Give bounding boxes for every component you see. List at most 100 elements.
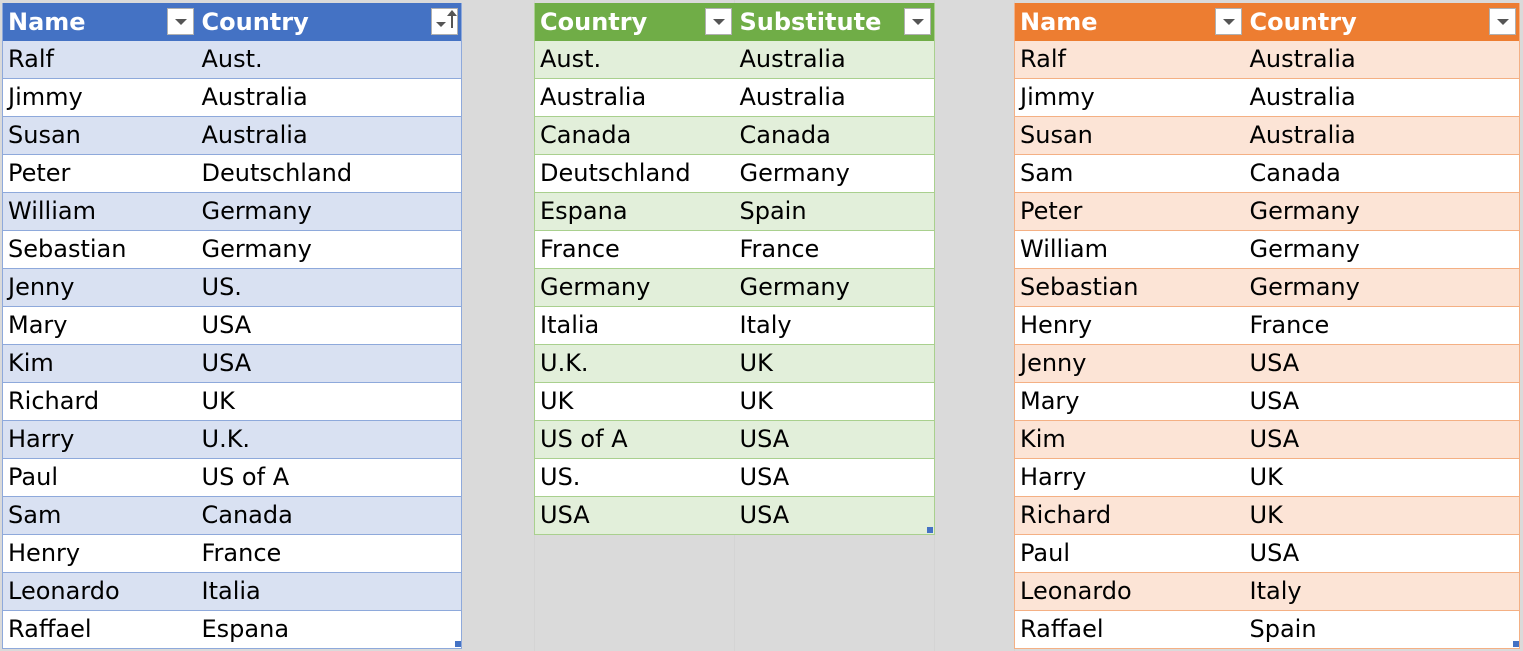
cell-col-2[interactable]: Australia: [1244, 116, 1520, 155]
filter-dropdown-icon[interactable]: [1214, 8, 1242, 35]
cell-col-1[interactable]: US.: [534, 458, 735, 497]
cell-col-1[interactable]: Harry: [1014, 458, 1245, 497]
cell-col-2[interactable]: USA: [734, 496, 935, 535]
cell-col-2[interactable]: Italia: [196, 572, 462, 611]
cell-col-1[interactable]: Henry: [1014, 306, 1245, 345]
cell-col-2[interactable]: UK: [1244, 496, 1520, 535]
cell-col-2[interactable]: Australia: [734, 41, 935, 79]
header-cell-country[interactable]: Country: [1244, 3, 1520, 41]
cell-col-1[interactable]: Espana: [534, 192, 735, 231]
cell-col-2[interactable]: Aust.: [196, 41, 462, 79]
header-cell-name[interactable]: Name: [2, 3, 197, 41]
cell-col-2[interactable]: UK: [734, 344, 935, 383]
cell-col-1[interactable]: Kim: [2, 344, 197, 383]
cell-col-1[interactable]: Jimmy: [2, 78, 197, 117]
cell-col-1[interactable]: Leonardo: [1014, 572, 1245, 611]
header-cell-country[interactable]: Country: [196, 3, 462, 41]
cell-col-2[interactable]: Australia: [1244, 41, 1520, 79]
cell-col-1[interactable]: Mary: [2, 306, 197, 345]
cell-col-2[interactable]: Germany: [1244, 230, 1520, 269]
header-cell-country[interactable]: Country: [534, 3, 735, 41]
cell-col-2[interactable]: USA: [196, 306, 462, 345]
cell-col-2[interactable]: France: [734, 230, 935, 269]
table-resize-handle[interactable]: [1513, 641, 1519, 647]
cell-col-2[interactable]: UK: [1244, 458, 1520, 497]
cell-col-1[interactable]: Raffael: [2, 610, 197, 649]
filter-dropdown-icon[interactable]: [904, 8, 931, 35]
cell-col-2[interactable]: Australia: [734, 78, 935, 117]
cell-col-1[interactable]: Germany: [534, 268, 735, 307]
cell-col-1[interactable]: Sebastian: [1014, 268, 1245, 307]
filter-dropdown-icon[interactable]: [1489, 8, 1516, 35]
cell-col-2[interactable]: USA: [734, 458, 935, 497]
cell-col-2[interactable]: USA: [1244, 420, 1520, 459]
cell-col-1[interactable]: Canada: [534, 116, 735, 155]
cell-col-1[interactable]: Paul: [2, 458, 197, 497]
cell-col-2[interactable]: US of A: [196, 458, 462, 497]
cell-col-2[interactable]: Australia: [1244, 78, 1520, 117]
cell-col-1[interactable]: Peter: [1014, 192, 1245, 231]
header-cell-substitute[interactable]: Substitute: [734, 3, 935, 41]
cell-col-2[interactable]: UK: [196, 382, 462, 421]
cell-col-2[interactable]: USA: [1244, 382, 1520, 421]
cell-col-1[interactable]: Ralf: [1014, 41, 1245, 79]
cell-col-1[interactable]: Raffael: [1014, 610, 1245, 649]
cell-col-1[interactable]: Kim: [1014, 420, 1245, 459]
cell-col-2[interactable]: France: [196, 534, 462, 573]
cell-col-1[interactable]: William: [2, 192, 197, 231]
cell-col-2[interactable]: Canada: [196, 496, 462, 535]
filter-dropdown-icon[interactable]: [704, 8, 732, 35]
cell-col-2[interactable]: Germany: [734, 154, 935, 193]
cell-col-1[interactable]: Sam: [1014, 154, 1245, 193]
cell-col-1[interactable]: Harry: [2, 420, 197, 459]
cell-col-1[interactable]: Jimmy: [1014, 78, 1245, 117]
cell-col-1[interactable]: France: [534, 230, 735, 269]
cell-col-2[interactable]: US.: [196, 268, 462, 307]
cell-col-2[interactable]: Canada: [1244, 154, 1520, 193]
cell-col-1[interactable]: Jenny: [1014, 344, 1245, 383]
cell-col-2[interactable]: Australia: [196, 116, 462, 155]
cell-col-2[interactable]: Germany: [734, 268, 935, 307]
cell-col-2[interactable]: Spain: [1244, 610, 1520, 649]
filter-dropdown-icon[interactable]: [431, 8, 458, 35]
cell-col-1[interactable]: UK: [534, 382, 735, 421]
cell-col-1[interactable]: Jenny: [2, 268, 197, 307]
cell-col-2[interactable]: Spain: [734, 192, 935, 231]
cell-col-2[interactable]: USA: [1244, 534, 1520, 573]
cell-col-2[interactable]: Deutschland: [196, 154, 462, 193]
cell-col-1[interactable]: Peter: [2, 154, 197, 193]
cell-col-1[interactable]: Sebastian: [2, 230, 197, 269]
cell-col-2[interactable]: Australia: [196, 78, 462, 117]
cell-col-1[interactable]: William: [1014, 230, 1245, 269]
cell-col-1[interactable]: Aust.: [534, 41, 735, 79]
cell-col-1[interactable]: Paul: [1014, 534, 1245, 573]
header-cell-name[interactable]: Name: [1014, 3, 1245, 41]
cell-col-2[interactable]: Italy: [734, 306, 935, 345]
cell-col-1[interactable]: Italia: [534, 306, 735, 345]
cell-col-1[interactable]: US of A: [534, 420, 735, 459]
cell-col-2[interactable]: USA: [734, 420, 935, 459]
cell-col-1[interactable]: Australia: [534, 78, 735, 117]
cell-col-1[interactable]: Richard: [1014, 496, 1245, 535]
cell-col-1[interactable]: Mary: [1014, 382, 1245, 421]
table-resize-handle[interactable]: [927, 527, 933, 533]
cell-col-2[interactable]: Germany: [1244, 268, 1520, 307]
cell-col-2[interactable]: U.K.: [196, 420, 462, 459]
cell-col-2[interactable]: Germany: [1244, 192, 1520, 231]
cell-col-2[interactable]: Germany: [196, 230, 462, 269]
cell-col-1[interactable]: Susan: [2, 116, 197, 155]
filter-dropdown-icon[interactable]: [166, 8, 194, 35]
cell-col-1[interactable]: Richard: [2, 382, 197, 421]
cell-col-2[interactable]: Espana: [196, 610, 462, 649]
cell-col-2[interactable]: France: [1244, 306, 1520, 345]
cell-col-1[interactable]: Henry: [2, 534, 197, 573]
table-resize-handle[interactable]: [455, 641, 461, 647]
cell-col-2[interactable]: Canada: [734, 116, 935, 155]
cell-col-2[interactable]: Italy: [1244, 572, 1520, 611]
cell-col-2[interactable]: USA: [196, 344, 462, 383]
cell-col-1[interactable]: Deutschland: [534, 154, 735, 193]
cell-col-2[interactable]: UK: [734, 382, 935, 421]
cell-col-1[interactable]: Leonardo: [2, 572, 197, 611]
cell-col-1[interactable]: U.K.: [534, 344, 735, 383]
cell-col-2[interactable]: Germany: [196, 192, 462, 231]
